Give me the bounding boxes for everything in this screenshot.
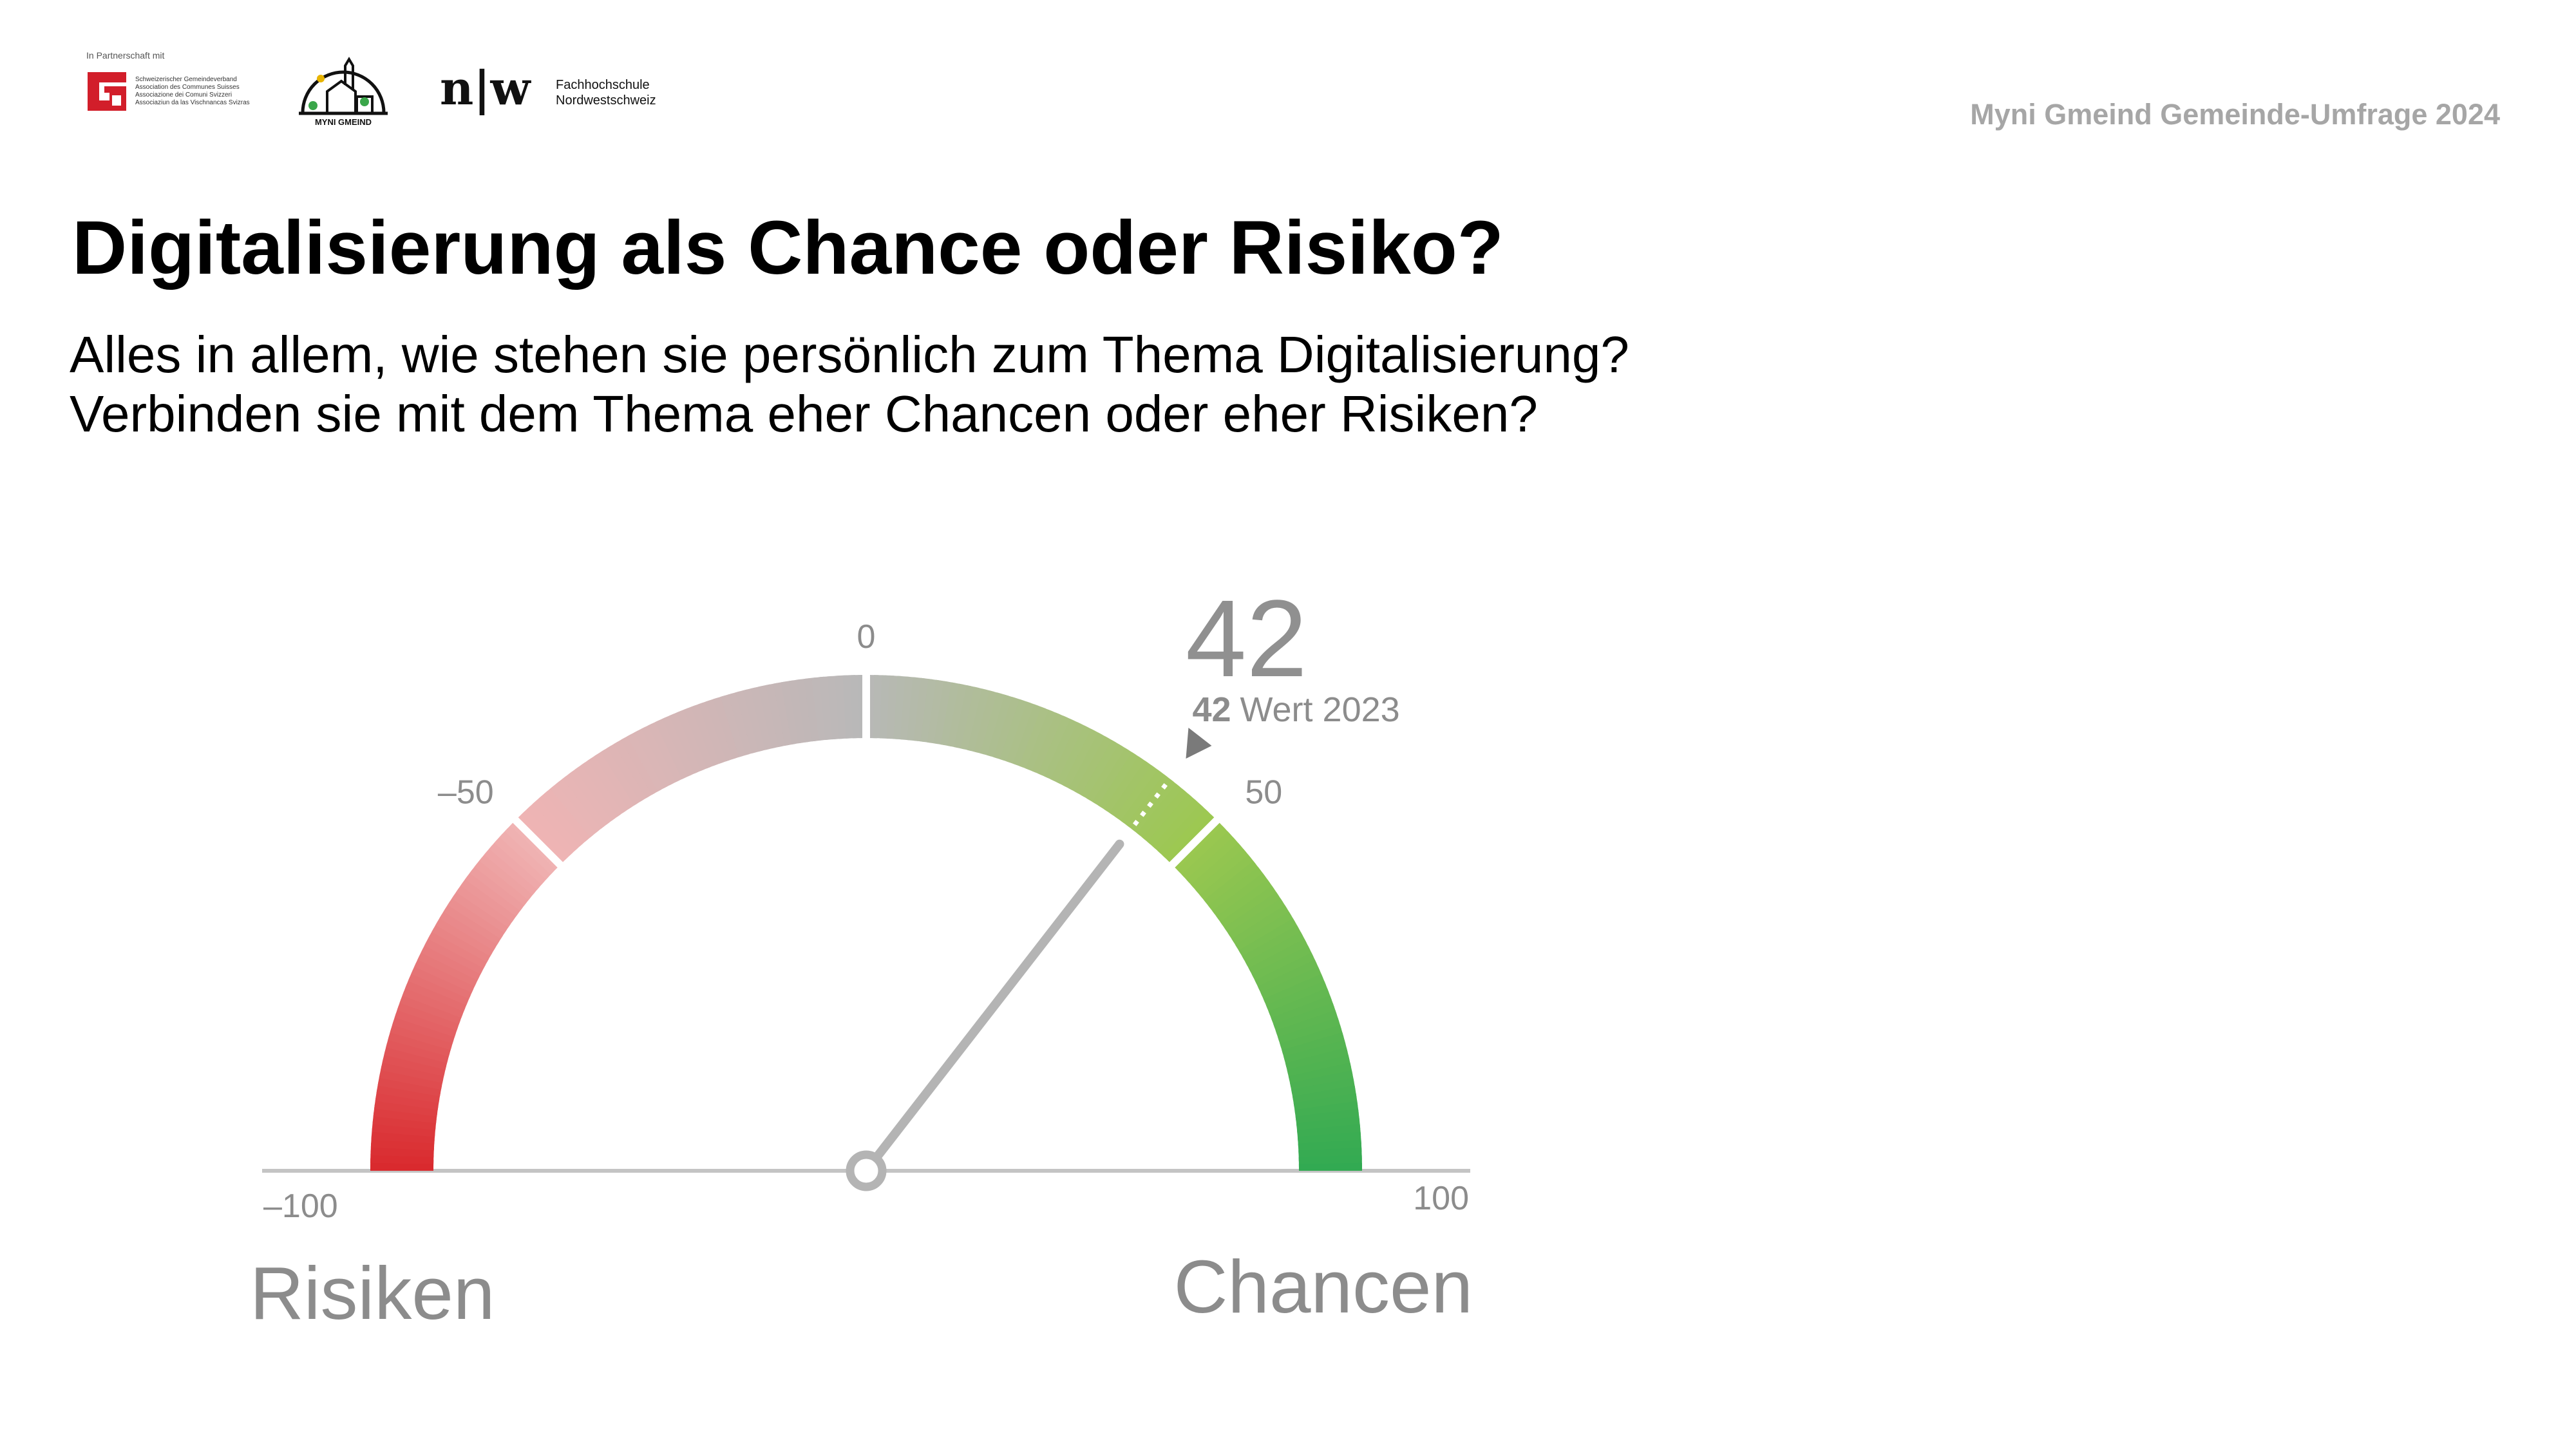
gauge-value-label: 42 — [1186, 578, 1307, 700]
gauge-right-label: Chancen — [1174, 1245, 1473, 1329]
sgv-text: Schweizerischer Gemeindeverband Associat… — [135, 76, 250, 106]
svg-text:MYNI GMEIND: MYNI GMEIND — [315, 117, 372, 127]
previous-value-label: 42 Wert 2023 — [1192, 690, 1399, 729]
fhnw-logo: n|w Fachhochschule Nordwestschweiz — [440, 64, 710, 116]
gauge-left-label: Risiken — [250, 1251, 495, 1335]
question-line-1: Alles in allem, wie stehen sie persönlic… — [70, 326, 1629, 383]
fhnw-logo-icon: n|w — [440, 64, 532, 115]
previous-value-marker — [1133, 781, 1169, 826]
previous-value-number: 42 — [1192, 690, 1231, 729]
gauge-arc — [370, 675, 1362, 1171]
gauge-tick-label: –100 — [263, 1188, 338, 1225]
fhnw-text: Fachhochschule Nordwestschweiz — [556, 78, 656, 108]
gauge-tick-label: 0 — [857, 618, 876, 656]
svg-text:n|w: n|w — [440, 64, 532, 115]
gauge-needle-pivot — [846, 1150, 887, 1191]
page-title: Digitalisierung als Chance oder Risiko? — [72, 205, 1504, 290]
gauge-tick-separator — [1166, 815, 1222, 871]
gauge-tick-separator — [510, 815, 566, 871]
gauge-needle — [862, 839, 1124, 1175]
question-line-2: Verbinden sie mit dem Thema eher Chancen… — [70, 385, 1538, 442]
previous-value-text: Wert 2023 — [1240, 690, 1400, 729]
gauge-tick-label: –50 — [438, 774, 494, 811]
survey-label: Myni Gmeind Gemeinde-Umfrage 2024 — [1970, 98, 2500, 131]
previous-value-arrow — [1186, 727, 1212, 759]
survey-question: Alles in allem, wie stehen sie persönlic… — [70, 325, 1629, 444]
gauge-tick-label: 50 — [1245, 774, 1282, 811]
myni-gmeind-logo: MYNI GMEIND — [299, 57, 388, 127]
partner-label: In Partnerschaft mit — [86, 50, 165, 61]
sgv-logo: In Partnerschaft mit Schweizerischer Gem… — [82, 50, 269, 134]
header-logos: In Partnerschaft mit Schweizerischer Gem… — [82, 50, 701, 134]
sgv-logo-icon — [88, 72, 126, 111]
gauge-tick-label: 100 — [1413, 1180, 1469, 1217]
